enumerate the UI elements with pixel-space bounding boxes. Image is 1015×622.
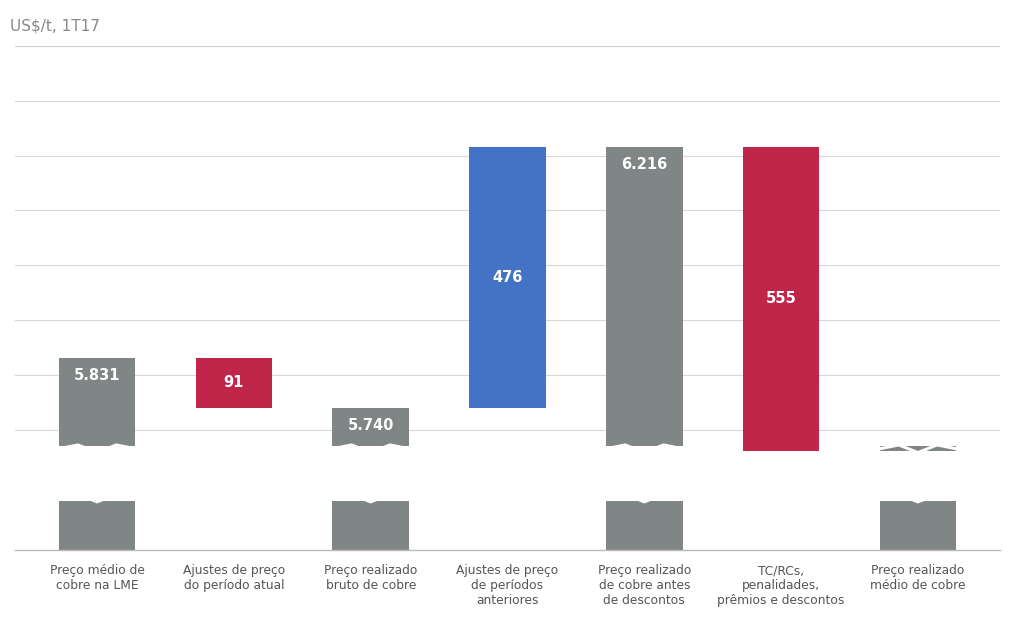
- Text: 6.216: 6.216: [621, 157, 668, 172]
- Text: 476: 476: [492, 270, 523, 285]
- Bar: [743, 147, 819, 451]
- Text: 5.740: 5.740: [347, 417, 394, 432]
- Text: US$/t, 1T17: US$/t, 1T17: [10, 19, 100, 34]
- Text: 555: 555: [765, 292, 797, 307]
- Bar: [332, 501, 409, 550]
- Bar: [196, 358, 272, 407]
- Bar: [469, 147, 546, 407]
- Bar: [59, 358, 135, 446]
- Text: 5.831: 5.831: [74, 368, 121, 383]
- Bar: [880, 446, 956, 451]
- Text: 91: 91: [223, 375, 244, 390]
- Bar: [606, 147, 683, 446]
- Bar: [59, 501, 135, 550]
- Bar: [606, 501, 683, 550]
- Bar: [332, 407, 409, 446]
- Bar: [880, 501, 956, 550]
- Text: 5.661: 5.661: [895, 461, 941, 476]
